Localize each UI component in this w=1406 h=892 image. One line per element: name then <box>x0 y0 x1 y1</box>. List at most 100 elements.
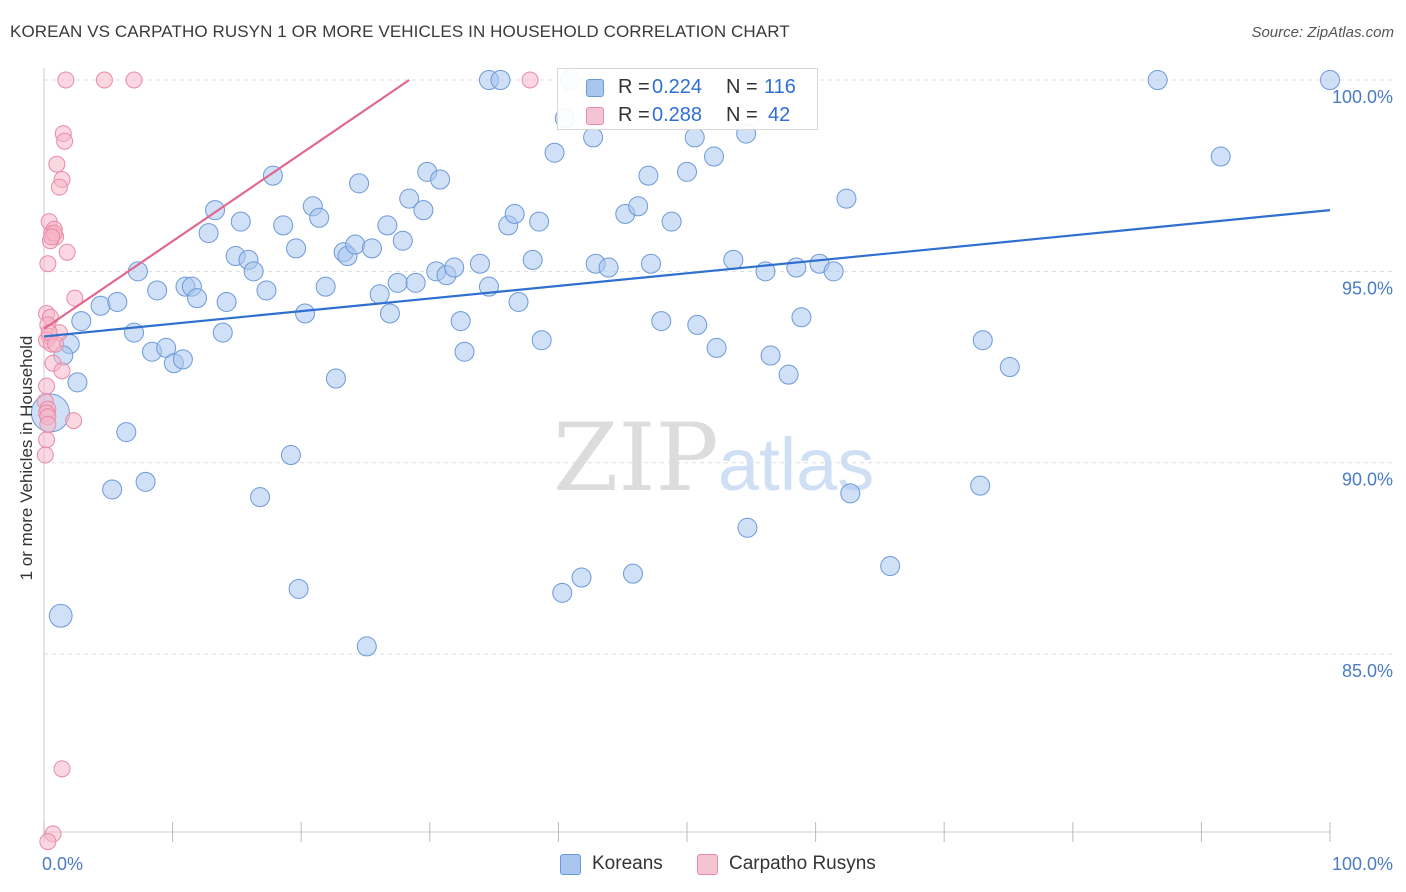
korean-point <box>531 330 552 351</box>
korean-point <box>48 603 73 628</box>
korean-point <box>349 173 370 194</box>
legend-r-label: R = <box>618 76 650 98</box>
korean-trend-line <box>43 209 1331 338</box>
korean-point <box>628 196 649 217</box>
korean-point <box>212 322 233 343</box>
y-tick-label: 100.0% <box>1332 87 1393 107</box>
carpatho-rusyn-point <box>38 377 56 395</box>
bottom-legend-label-carpatho-rusyns: Carpatho Rusyns <box>729 853 876 874</box>
korean-point <box>286 238 307 259</box>
legend-r-value: 0.224 <box>652 76 703 98</box>
korean-point <box>544 142 565 163</box>
korean-point <box>970 475 991 496</box>
korean-point <box>972 330 993 351</box>
korean-point <box>522 249 543 270</box>
korean-point <box>706 337 727 358</box>
korean-point <box>172 349 193 370</box>
carpatho-rusyn-point <box>47 335 65 353</box>
carpatho-rusyn-point <box>36 446 54 464</box>
korean-point <box>1320 70 1340 90</box>
carpatho-rusyn-point <box>65 412 83 430</box>
korean-point <box>504 203 525 224</box>
watermark-zip: ZIP <box>553 404 719 513</box>
korean-point <box>288 578 309 599</box>
korean-point <box>147 280 168 301</box>
carpatho-rusyn-point <box>53 362 71 380</box>
legend-r-value: 0.288 <box>652 104 703 126</box>
korean-point <box>508 291 529 312</box>
legend-r-label: R = <box>618 104 650 126</box>
korean-point <box>102 479 123 500</box>
x-tick-label: 0.0% <box>42 854 83 874</box>
korean-point <box>638 165 659 186</box>
legend-row-koreans: R = 0.224 N = 116 <box>558 73 817 101</box>
x-tick-label: 100.0% <box>1332 854 1393 874</box>
korean-point <box>823 261 844 282</box>
source-credit: Source: ZipAtlas.com <box>1251 24 1394 41</box>
carpatho-rusyn-point <box>95 71 113 89</box>
korean-point <box>454 341 475 362</box>
legend-swatch-blue <box>586 79 604 97</box>
korean-point <box>571 567 592 588</box>
korean-point <box>840 483 861 504</box>
korean-point <box>529 211 550 232</box>
y-tick-label: 95.0% <box>1342 278 1393 298</box>
carpatho-rusyn-point <box>50 178 68 196</box>
korean-point <box>256 280 277 301</box>
carpatho-rusyn-point <box>125 71 143 89</box>
korean-point <box>1210 146 1231 167</box>
korean-point <box>356 636 377 657</box>
korean-point <box>999 357 1020 378</box>
korean-point <box>723 249 744 270</box>
korean-point <box>684 127 705 148</box>
korean-point <box>273 215 294 236</box>
carpatho-rusyn-point <box>53 760 71 778</box>
legend-row-carpatho-rusyns: R = 0.288 N = 42 <box>558 101 817 129</box>
korean-point <box>399 188 420 209</box>
korean-point <box>280 445 301 466</box>
korean-point <box>880 556 901 577</box>
legend-n-label: N = <box>726 104 758 126</box>
korean-point <box>552 582 573 603</box>
korean-point <box>345 234 366 255</box>
carpatho-rusyn-point <box>58 243 76 261</box>
korean-point <box>135 471 156 492</box>
korean-point <box>490 70 511 90</box>
korean-point <box>116 422 137 443</box>
carpatho-rusyn-point <box>43 228 61 246</box>
korean-point <box>387 272 408 293</box>
korean-point <box>67 372 88 393</box>
korean-point <box>791 307 812 328</box>
korean-point <box>661 211 682 232</box>
grid-lines <box>44 79 1393 655</box>
korean-point <box>704 146 725 167</box>
trend-lines <box>43 79 1331 338</box>
korean-point <box>469 253 490 274</box>
y-axis-label: 1 or more Vehicles in Household <box>17 336 36 581</box>
korean-point <box>598 257 619 278</box>
korean-point <box>187 288 208 309</box>
korean-point <box>413 200 434 221</box>
korean-point <box>377 215 398 236</box>
chart-title: KOREAN VS CARPATHO RUSYN 1 OR MORE VEHIC… <box>10 22 790 41</box>
carpatho-rusyn-point <box>56 132 74 150</box>
korean-point <box>392 230 413 251</box>
korean-point <box>216 291 237 312</box>
carpatho-rusyn-point <box>39 255 57 273</box>
carpatho-rusyn-point <box>39 833 57 851</box>
korean-point <box>295 303 316 324</box>
korean-point <box>198 223 219 244</box>
korean-point <box>778 364 799 385</box>
korean-point <box>379 303 400 324</box>
bottom-legend-swatch-blue <box>560 854 581 875</box>
korean-point <box>369 284 390 305</box>
legend-n-label: N = <box>726 76 758 98</box>
korean-point <box>836 188 857 209</box>
korean-point <box>622 563 643 584</box>
carpatho-rusyn-point <box>38 431 56 449</box>
korean-point <box>430 169 451 190</box>
bottom-legend-swatch-pink <box>697 854 718 875</box>
korean-point <box>250 487 271 508</box>
korean-point <box>687 314 708 335</box>
